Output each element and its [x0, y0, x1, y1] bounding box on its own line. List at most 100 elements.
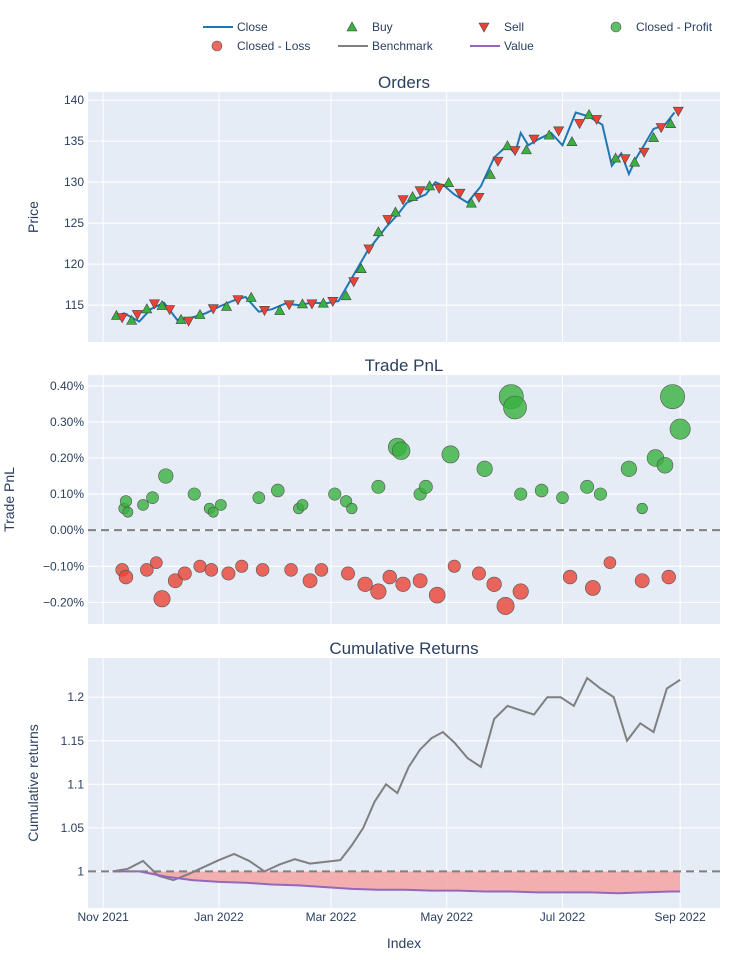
- cumulative-returns-title: Cumulative Returns: [329, 639, 478, 658]
- loss-marker: [472, 566, 486, 581]
- profit-marker: [580, 479, 595, 494]
- legend-symbol: [346, 21, 358, 32]
- profit-marker: [556, 491, 569, 504]
- profit-marker: [636, 502, 648, 515]
- y-tick-label: −0.10%: [43, 559, 84, 573]
- profit-marker: [122, 506, 134, 518]
- sell-marker: [655, 123, 667, 134]
- loss-marker: [314, 563, 329, 577]
- y-tick-label: 120: [64, 257, 84, 271]
- sell-marker: [131, 310, 143, 321]
- orders-plot-area: [88, 92, 720, 342]
- loss-marker: [357, 576, 373, 592]
- buy-marker: [296, 298, 308, 309]
- loss-marker: [235, 559, 249, 573]
- buy-marker: [126, 314, 138, 325]
- buy-marker: [194, 309, 206, 319]
- legend-label: Buy: [372, 20, 393, 34]
- buy-marker: [566, 136, 578, 146]
- sell-marker: [591, 115, 603, 125]
- loss-marker: [603, 556, 617, 569]
- sell-marker: [116, 313, 128, 324]
- legend-symbol: [610, 21, 622, 33]
- loss-marker: [512, 583, 529, 600]
- profit-marker: [620, 460, 637, 477]
- y-tick-label: 0.00%: [50, 523, 84, 537]
- x-tick-label: Mar 2022: [306, 910, 357, 924]
- legend-symbol: [478, 22, 490, 33]
- profit-marker: [418, 479, 433, 494]
- y-tick-label: 130: [64, 175, 84, 189]
- buy-marker: [583, 109, 595, 119]
- sell-marker: [433, 183, 445, 194]
- sell-marker: [207, 304, 219, 315]
- legend-symbol: [211, 40, 223, 52]
- y-tick-label: 0.10%: [50, 487, 84, 501]
- buy-marker: [484, 168, 496, 179]
- profit-marker: [207, 506, 219, 518]
- profit-marker: [503, 395, 527, 420]
- loss-marker: [221, 566, 236, 581]
- profit-marker: [296, 499, 309, 511]
- sell-marker: [363, 244, 375, 255]
- loss-marker: [167, 573, 183, 589]
- loss-marker: [661, 569, 676, 585]
- sell-marker: [258, 306, 271, 316]
- x-axis-ticks: Nov 2021 Jan 2022 Mar 2022 May 2022 Jul 2022…: [77, 910, 706, 924]
- y-tick-label: 0.20%: [50, 451, 84, 465]
- x-tick-label: Jan 2022: [194, 910, 244, 924]
- buy-marker: [175, 313, 187, 324]
- profit-marker: [534, 483, 549, 498]
- legend-label: Close: [237, 20, 268, 34]
- buy-marker: [648, 131, 660, 142]
- legend-item-value: Value: [470, 39, 534, 53]
- loss-marker: [302, 573, 318, 589]
- legend-label: Value: [504, 39, 534, 53]
- sell-marker: [638, 147, 650, 158]
- sell-marker: [348, 277, 360, 288]
- loss-marker: [428, 586, 446, 604]
- profit-marker: [392, 441, 411, 460]
- trade-pnl-y-axis-label: Trade PnL: [1, 467, 17, 532]
- orders-panel: 115 120 125 130 135 140 Orders Price: [25, 73, 720, 342]
- x-axis-title: Index: [387, 935, 421, 951]
- profit-marker: [656, 456, 674, 474]
- loss-marker: [150, 556, 163, 569]
- profit-marker: [271, 483, 285, 498]
- loss-marker: [486, 576, 502, 592]
- drawdown-area: [112, 871, 681, 894]
- buy-marker: [610, 152, 622, 163]
- buy-marker: [407, 190, 419, 201]
- profit-marker: [593, 487, 607, 501]
- cumulative-returns-y-axis-label: Cumulative returns: [25, 724, 41, 842]
- profit-marker: [137, 499, 149, 511]
- loss-marker: [585, 580, 601, 596]
- buy-marker: [355, 263, 367, 274]
- loss-marker: [341, 566, 355, 581]
- y-tick-label: 1: [77, 864, 84, 878]
- x-tick-label: May 2022: [420, 910, 473, 924]
- loss-marker: [370, 583, 387, 600]
- sell-marker: [148, 299, 160, 310]
- profit-marker: [476, 460, 493, 477]
- buy-marker: [221, 300, 233, 311]
- loss-marker: [255, 563, 270, 577]
- buy-marker: [274, 304, 286, 315]
- sell-marker: [473, 192, 485, 203]
- buy-marker: [317, 297, 329, 308]
- sell-marker: [164, 305, 176, 316]
- buy-marker: [340, 290, 352, 301]
- legend-item-buy: Buy: [346, 20, 393, 34]
- y-tick-label: 1.05: [61, 821, 85, 835]
- sell-marker: [528, 134, 540, 145]
- loss-marker: [204, 563, 219, 577]
- sell-marker: [414, 186, 426, 197]
- sell-marker: [283, 300, 295, 311]
- loss-marker: [177, 566, 192, 581]
- sell-marker: [619, 154, 631, 165]
- sell-marker: [492, 156, 504, 167]
- profit-marker: [146, 491, 159, 504]
- sell-marker: [454, 188, 466, 199]
- loss-marker: [118, 569, 134, 585]
